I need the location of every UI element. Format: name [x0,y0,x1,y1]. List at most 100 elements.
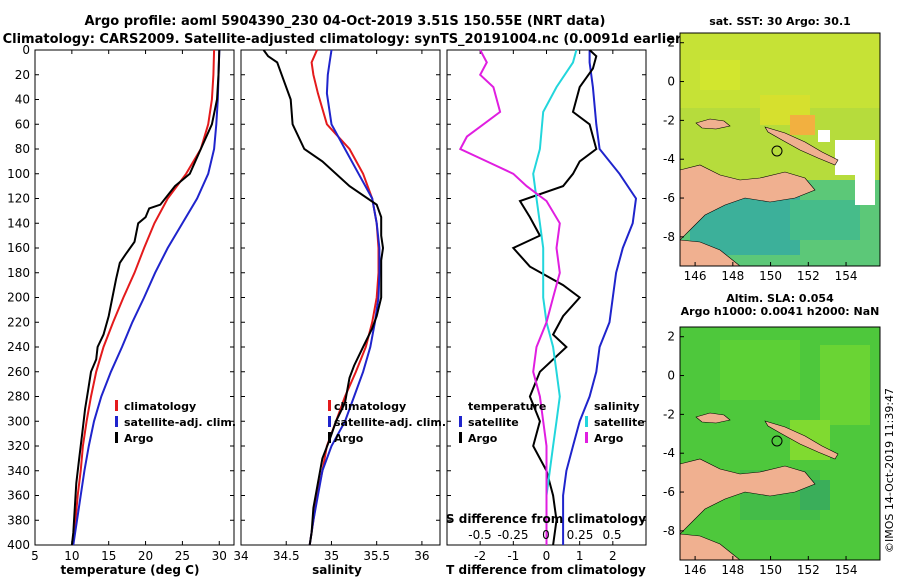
x-tick-label: 35 [324,549,339,563]
salinity-difference-x-label: S difference from climatology [446,512,646,526]
sst-map-panel: sat. SST: 30 Argo: 30.1 146 148 150 152 154 2… [663,15,881,283]
map-y-tick-label: -8 [663,524,675,538]
salinity-difference-tick: 0.25 [567,528,594,542]
sst-missing-data [835,140,875,175]
salinity-x-label: salinity [312,563,362,577]
legend-swatch-argo [115,432,118,443]
x-tick-label: 34.5 [273,549,300,563]
temperature-y-ticks: 0 20 40 60 80 100 120 140 160 180 200 220 240 260 280 3… [7,43,234,552]
difference-x-label: T difference from climatology [446,563,646,577]
legend-label-argo: Argo [124,432,154,445]
sst-land-new-guinea [680,239,741,266]
map-x-tick-label: 152 [797,563,820,577]
legend-swatch-climatology [328,400,331,411]
sst-map-frame [679,32,881,267]
x-tick-label: 34 [233,549,248,563]
sla-high-patch [720,340,800,400]
series-line-temperature-satellite [562,50,638,545]
x-tick-label: 10 [64,549,79,563]
sst-argo-location-marker [771,145,783,157]
temperature-panel: 0 20 40 60 80 100 120 140 160 180 200 220 240 260 280 3… [7,43,236,577]
map-x-tick-label: 148 [721,563,744,577]
y-tick-label: 260 [7,365,30,379]
y-tick-label: 160 [7,241,30,255]
temperature-legend: climatology satellite-adj. clim. Argo [115,400,236,445]
y-tick-label: 80 [15,142,30,156]
x-tick-label: 36 [414,549,429,563]
map-y-tick-label: 2 [667,36,675,50]
legend-swatch-salinity-argo [585,432,588,443]
map-y-tick-label: -6 [663,485,675,499]
sla-map-panel: Altim. SLA: 0.054 Argo h1000: 0.0041 h20… [663,292,881,577]
legend-label-temperature-satellite: satellite [468,416,519,429]
difference-legend-left: temperature satellite Argo [459,400,546,445]
x-tick-label: 20 [138,549,153,563]
map-y-tick-label: 2 [667,330,675,344]
legend-swatch-satellite [115,416,118,427]
legend-label-satellite: satellite-adj. clim. [334,416,446,429]
map-y-tick-label: -4 [663,152,675,166]
sla-land-new-ireland [764,420,839,460]
salinity-difference-tick: 0 [542,528,550,542]
difference-lines [458,49,638,546]
y-tick-label: 200 [7,291,30,305]
salinity-panel: 34 34.5 35 35.5 36 salinity climatology sate… [233,49,446,577]
sst-hot-patch [790,115,815,135]
y-tick-label: 320 [7,439,30,453]
figure-title-line-1: Argo profile: aoml 5904390_230 04-Oct-20… [85,14,606,29]
x-tick-label: 2 [609,549,617,563]
temperature-x-label: temperature (deg C) [61,563,200,577]
sla-high-patch [820,345,870,425]
legend-swatch-temperature-satellite [459,416,462,427]
map-x-tick-label: 146 [684,563,707,577]
sla-map-title: Altim. SLA: 0.054 [726,292,834,305]
sla-land-new-britain [680,458,816,535]
series-line-temperature-argo [511,49,598,546]
sst-map-title: sat. SST: 30 Argo: 30.1 [709,15,851,28]
x-tick-label: 30 [212,549,227,563]
difference-legend-right: salinity satellite Argo [585,400,645,445]
sst-cooler-patch [790,200,860,240]
salinity-lines [262,49,385,546]
legend-label-climatology: climatology [124,400,196,413]
map-x-tick-label: 154 [835,269,858,283]
sst-map-field [680,33,880,266]
y-tick-label: 400 [7,538,30,552]
series-line-satellite-adj-clim- [72,49,221,546]
difference-panel: -2 -1 0 1 2 T difference from climatology S … [446,49,647,577]
map-x-tick-label: 154 [835,563,858,577]
sla-map-subtitle: Argo h1000: 0.0041 h2000: NaN [681,305,880,318]
y-tick-label: 100 [7,167,30,181]
map-x-tick-label: 148 [721,269,744,283]
salinity-difference-x-ticks: -0.5 -0.25 0 0.25 0.5 [468,528,621,542]
y-tick-label: 280 [7,390,30,404]
salinity-legend: climatology satellite-adj. clim. Argo [328,400,446,445]
legend-swatch-argo [328,432,331,443]
x-tick-label: 15 [101,549,116,563]
legend-swatch-satellite [328,416,331,427]
sla-argo-location-marker [771,435,783,447]
series-line-salinity-argo [458,49,561,545]
salinity-axes-box [240,49,441,546]
temperature-lines [70,49,221,546]
sst-warm-patch [700,60,740,90]
legend-label-temperature-argo: Argo [468,432,498,445]
x-tick-label: 5 [31,549,39,563]
y-tick-label: 380 [7,513,30,527]
sla-map-frame [679,326,881,561]
map-x-tick-label: 146 [684,269,707,283]
y-tick-label: 180 [7,266,30,280]
temperature-axes-box [34,49,235,546]
sla-land-manus [695,412,731,424]
legend-label-satellite: satellite-adj. clim. [124,416,236,429]
map-y-tick-label: -2 [663,407,675,421]
sla-land-new-guinea [680,533,741,560]
x-tick-label: -2 [474,549,486,563]
legend-label-salinity-satellite: satellite [594,416,645,429]
imos-watermark: ©IMOS 14-Oct-2019 11:39:47 [883,388,896,553]
series-line-argo [262,49,385,546]
temperature-x-ticks: 5 10 15 20 25 30 [31,50,227,563]
y-tick-label: 60 [15,117,30,131]
y-tick-label: 340 [7,464,30,478]
